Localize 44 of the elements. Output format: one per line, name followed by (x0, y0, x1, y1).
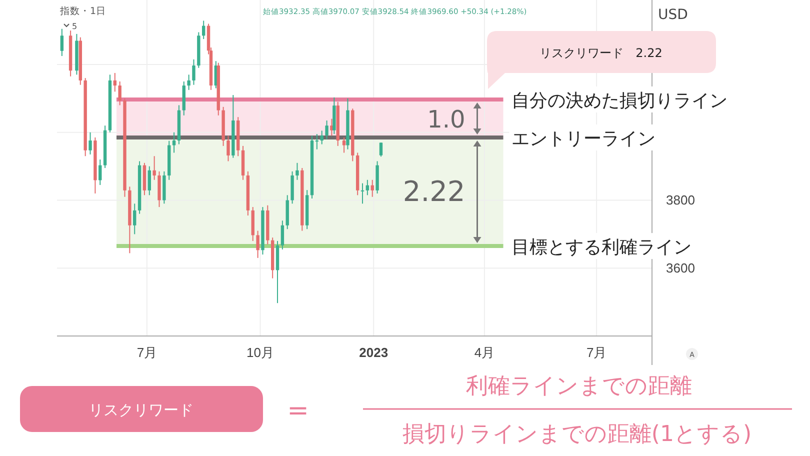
candlestick (296, 162, 299, 180)
band-label: 1.0 (427, 105, 466, 134)
candlestick (88, 132, 92, 155)
candlestick (256, 230, 260, 258)
candlestick (325, 120, 328, 140)
x-tick-label: 4月 (474, 345, 495, 360)
candlestick (315, 134, 319, 150)
text: 指数・1日 (59, 5, 106, 17)
x-tick-label: 2023 (359, 345, 388, 360)
ref-line-label: エントリーライン (511, 128, 656, 150)
y-tick-label: 3600 (666, 260, 695, 276)
x-tick-label: 7月 (136, 345, 158, 360)
text: 利確ラインまでの距離 (466, 374, 692, 399)
text: = (287, 396, 309, 426)
candlestick (172, 132, 176, 154)
candlestick (379, 142, 383, 158)
candlestick (118, 80, 122, 106)
candlestick (280, 220, 284, 250)
candlestick (320, 130, 324, 145)
candlestick (202, 20, 206, 40)
x-tick-label: 10月 (246, 345, 274, 360)
ref-line-label: 目標とする利確ライン (511, 237, 692, 258)
candlestick (133, 203, 136, 235)
candlestick (360, 182, 364, 204)
candlestick (342, 136, 346, 154)
annotation: 5 (72, 22, 78, 31)
y-tick-label: 3800 (666, 192, 695, 208)
candlestick (148, 166, 151, 196)
candlestick (60, 28, 64, 56)
ref-line-label: 自分の決めた損切りライン (511, 90, 728, 112)
candlestick (152, 156, 156, 180)
band-label: 2.22 (402, 174, 466, 208)
candlestick (366, 179, 370, 196)
annotation: リスクリワード 2.22 (540, 46, 662, 60)
candlestick (226, 135, 230, 162)
candlestick (113, 72, 116, 92)
y-axis-title: USD (658, 7, 688, 23)
candlestick (192, 58, 196, 86)
candlestick (187, 74, 190, 90)
candlestick (370, 179, 374, 198)
text: リスクリワード (88, 401, 194, 419)
text: 損切りラインまでの距離(1とする) (402, 422, 752, 447)
candlestick (98, 159, 102, 186)
x-tick-label: 7月 (586, 345, 607, 360)
